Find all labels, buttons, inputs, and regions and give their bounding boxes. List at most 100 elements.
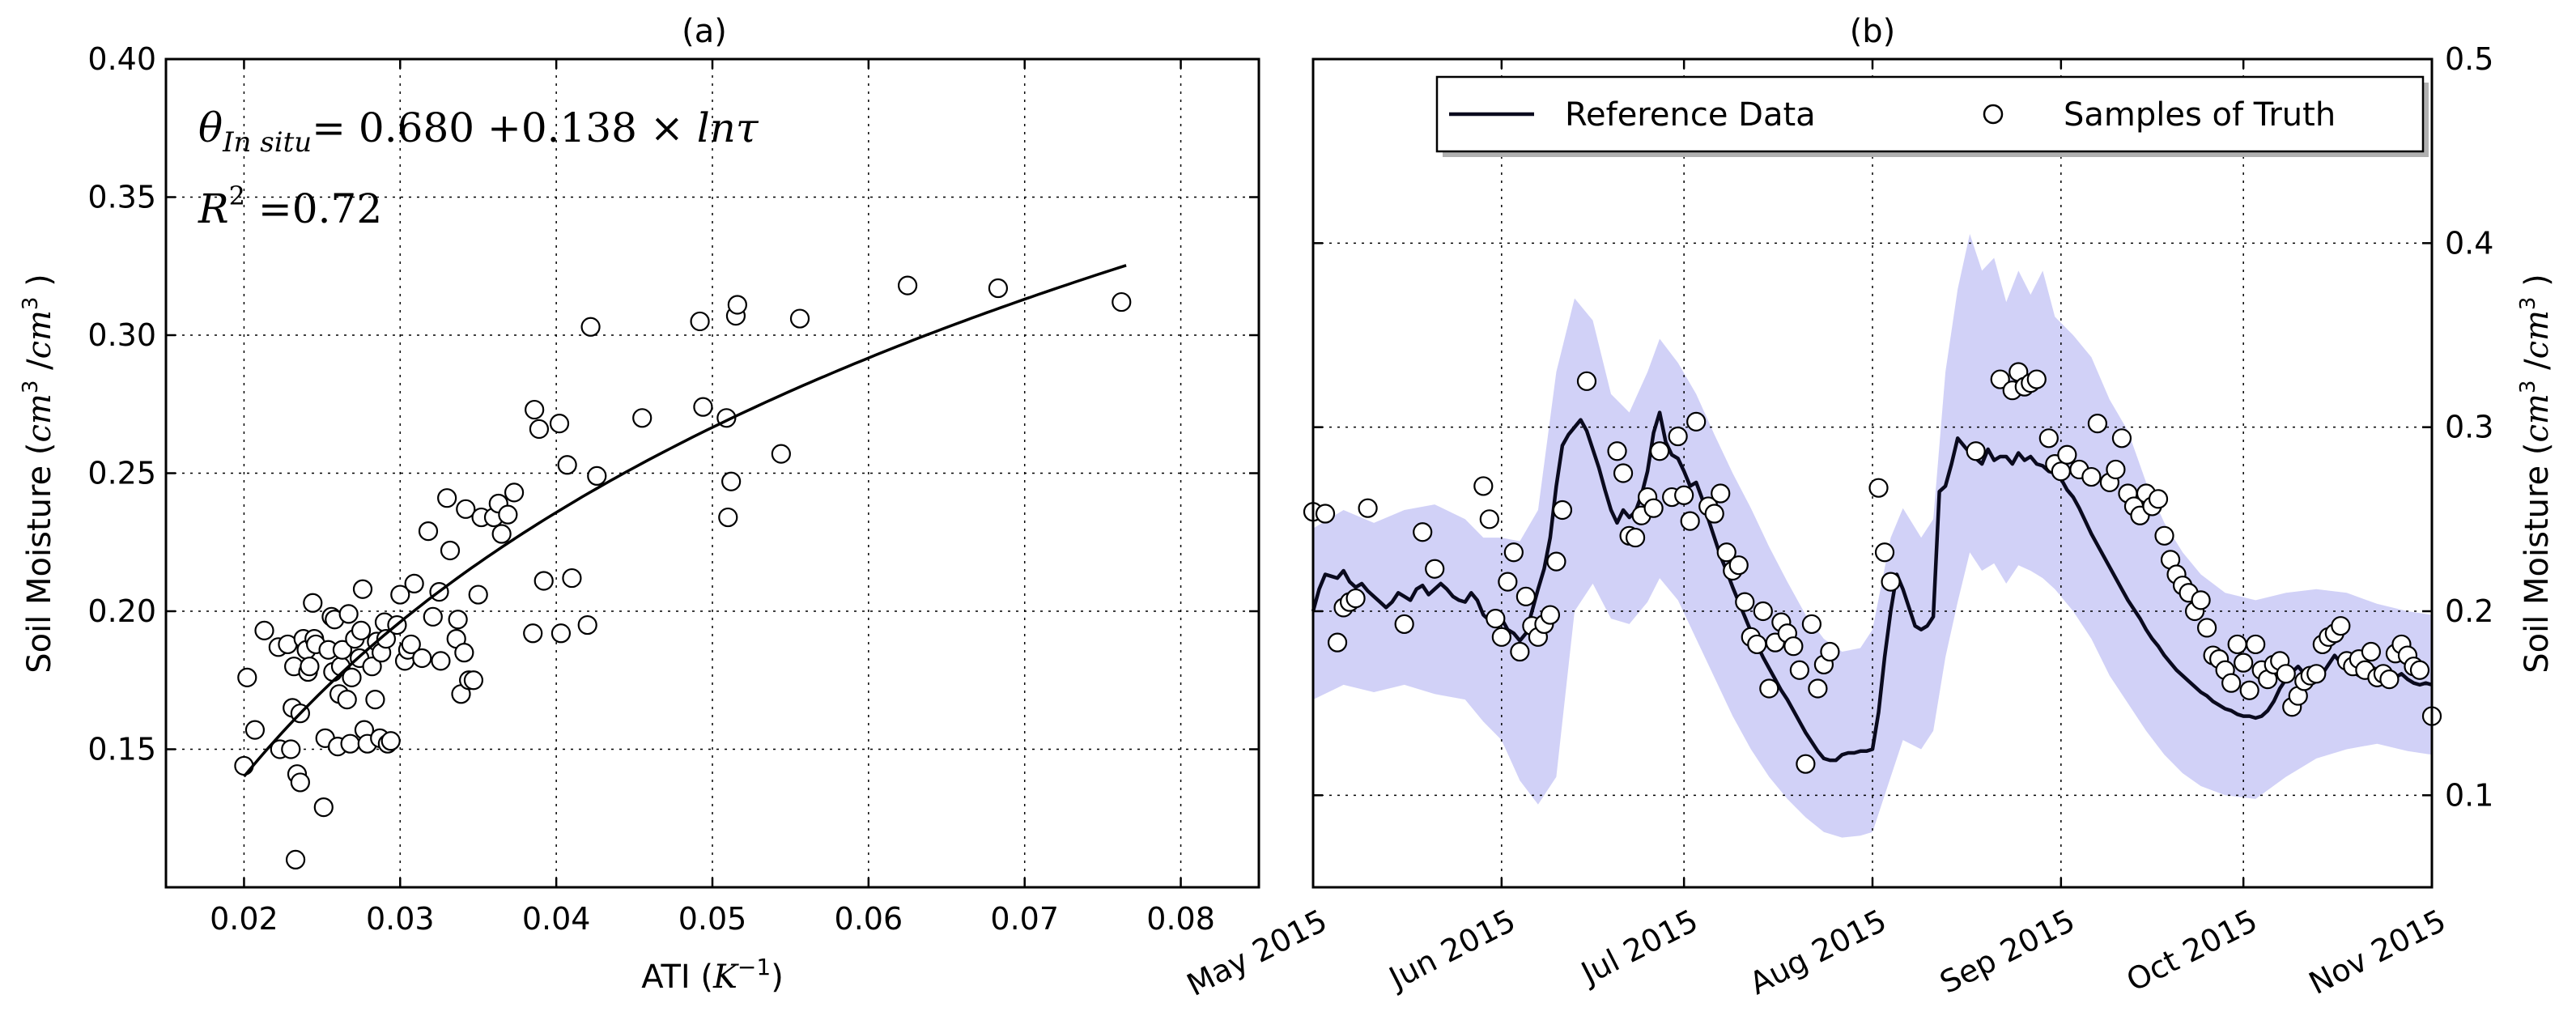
a-sample-point	[448, 610, 468, 630]
b-sample-point	[1650, 441, 1670, 461]
panel-a-grid	[166, 58, 1259, 887]
a-sample-point	[491, 524, 512, 544]
b-sample-point	[2409, 660, 2430, 680]
a-sample-point	[423, 606, 443, 627]
b-xtick-label: Jun 2015	[1382, 903, 1521, 997]
b-ytick-label: 0.2	[2445, 593, 2493, 629]
legend-marker-label: Samples of Truth	[2064, 96, 2336, 134]
b-sample-point	[2111, 428, 2132, 448]
a-sample-point	[390, 585, 410, 605]
b-sample-point	[1358, 498, 1378, 518]
b-sample-point	[1546, 551, 1566, 572]
a-sample-point	[562, 568, 582, 589]
panel-a: (a) 0.02 0.03 0.04 0.05 0.06 0.07 0.08 0.15 0.2…	[19, 13, 1260, 996]
b-sample-point	[1668, 426, 1688, 447]
a-sample-point	[244, 720, 266, 740]
a-sample-point	[897, 275, 918, 295]
a-sample-point	[498, 504, 518, 525]
a-sample-point	[721, 471, 742, 491]
a-sample-point	[351, 620, 372, 640]
b-sample-point	[1680, 511, 1700, 531]
b-sample-point	[1966, 441, 1986, 461]
a-ytick-label: 0.15	[87, 732, 156, 767]
panel-a-samples	[234, 275, 1132, 870]
panel-a-x-ticks: 0.02 0.03 0.04 0.05 0.06 0.07 0.08	[210, 59, 1215, 937]
b-xtick-label: Aug 2015	[1744, 903, 1892, 1001]
a-xtick-label: 0.08	[1146, 901, 1215, 937]
b-sample-point	[1789, 660, 1809, 680]
panel-a-title: (a)	[682, 13, 727, 50]
b-sample-point	[1576, 371, 1597, 391]
b-sample-point	[1473, 476, 1494, 496]
b-sample-point	[1704, 504, 1724, 524]
b-sample-point	[1413, 522, 1433, 542]
b-sample-point	[1801, 614, 1821, 635]
b-sample-point	[2221, 673, 2242, 693]
b-xtick-label: Jul 2015	[1575, 903, 1704, 992]
a-sample-point	[525, 399, 545, 420]
b-sample-point	[1868, 478, 1889, 498]
b-sample-point	[1808, 678, 1828, 699]
a-sample-point	[988, 278, 1009, 299]
panel-a-x-label: ATI (K−1)	[641, 954, 784, 996]
a-sample-point	[376, 628, 397, 649]
b-sample-point	[1728, 555, 1749, 576]
b-sample-point	[2191, 590, 2211, 610]
b-sample-point	[1820, 641, 1840, 662]
panel-a-y-ticks: 0.15 0.20 0.25 0.30 0.35 0.40	[87, 41, 1259, 767]
a-sample-point	[550, 623, 572, 644]
b-sample-point	[2276, 664, 2296, 684]
b-sample-point	[1796, 754, 1816, 774]
b-sample-point	[2227, 634, 2247, 655]
panel-a-r2-label: R2 =0.72	[198, 181, 382, 232]
panel-b-title: (b)	[1850, 13, 1896, 50]
b-sample-point	[2148, 489, 2169, 509]
b-sample-point	[2306, 664, 2327, 684]
a-sample-point	[454, 643, 474, 663]
b-sample-point	[1735, 592, 1755, 612]
a-sample-point	[718, 507, 738, 528]
a-sample-point	[285, 849, 306, 870]
b-sample-point	[1315, 504, 1336, 524]
b-xtick-label: Sep 2015	[1934, 903, 2081, 1001]
panel-a-y-label: Soil Moisture (cm3 /cm3 )	[19, 274, 58, 674]
a-sample-point	[338, 604, 359, 624]
b-sample-point	[1613, 463, 1634, 483]
a-sample-point	[352, 579, 373, 599]
b-sample-point	[1345, 588, 1366, 609]
b-sample-point	[1479, 509, 1499, 529]
a-sample-point	[504, 482, 525, 503]
b-sample-point	[1686, 411, 1707, 431]
a-sample-point	[523, 623, 543, 644]
a-sample-point	[332, 640, 353, 660]
a-ytick-label: 0.35	[87, 180, 156, 215]
legend-marker-swatch	[1983, 104, 2004, 125]
b-sample-point	[1540, 605, 1561, 625]
legend-box	[1435, 75, 2425, 153]
b-sample-point	[1625, 527, 1646, 548]
b-sample-point	[1503, 542, 1524, 563]
a-sample-point	[281, 739, 301, 759]
a-sample-point	[313, 797, 334, 818]
b-sample-point	[1747, 634, 1767, 655]
a-sample-point	[365, 690, 385, 710]
a-sample-point	[431, 651, 451, 671]
b-sample-point	[1515, 586, 1536, 606]
a-xtick-label: 0.07	[990, 901, 1059, 937]
panel-b: (b) May 2015 Jun 2015 Jul 2015 Aug 2015 Sep …	[1181, 13, 2556, 1003]
b-sample-point	[2196, 618, 2217, 638]
b-sample-point	[1498, 572, 1518, 592]
a-sample-point	[577, 614, 597, 636]
a-sample-point	[468, 585, 488, 605]
a-ytick-label: 0.40	[87, 41, 156, 77]
a-ytick-label: 0.20	[87, 593, 156, 629]
b-sample-point	[2038, 428, 2059, 448]
a-sample-point	[337, 690, 357, 710]
a-sample-point	[587, 465, 607, 487]
b-xtick-label: Nov 2015	[2303, 903, 2451, 1001]
a-sample-point	[463, 670, 484, 691]
a-sample-point	[437, 488, 457, 508]
a-xtick-label: 0.03	[366, 901, 435, 937]
b-sample-point	[1552, 499, 1573, 521]
a-sample-point	[533, 571, 554, 591]
